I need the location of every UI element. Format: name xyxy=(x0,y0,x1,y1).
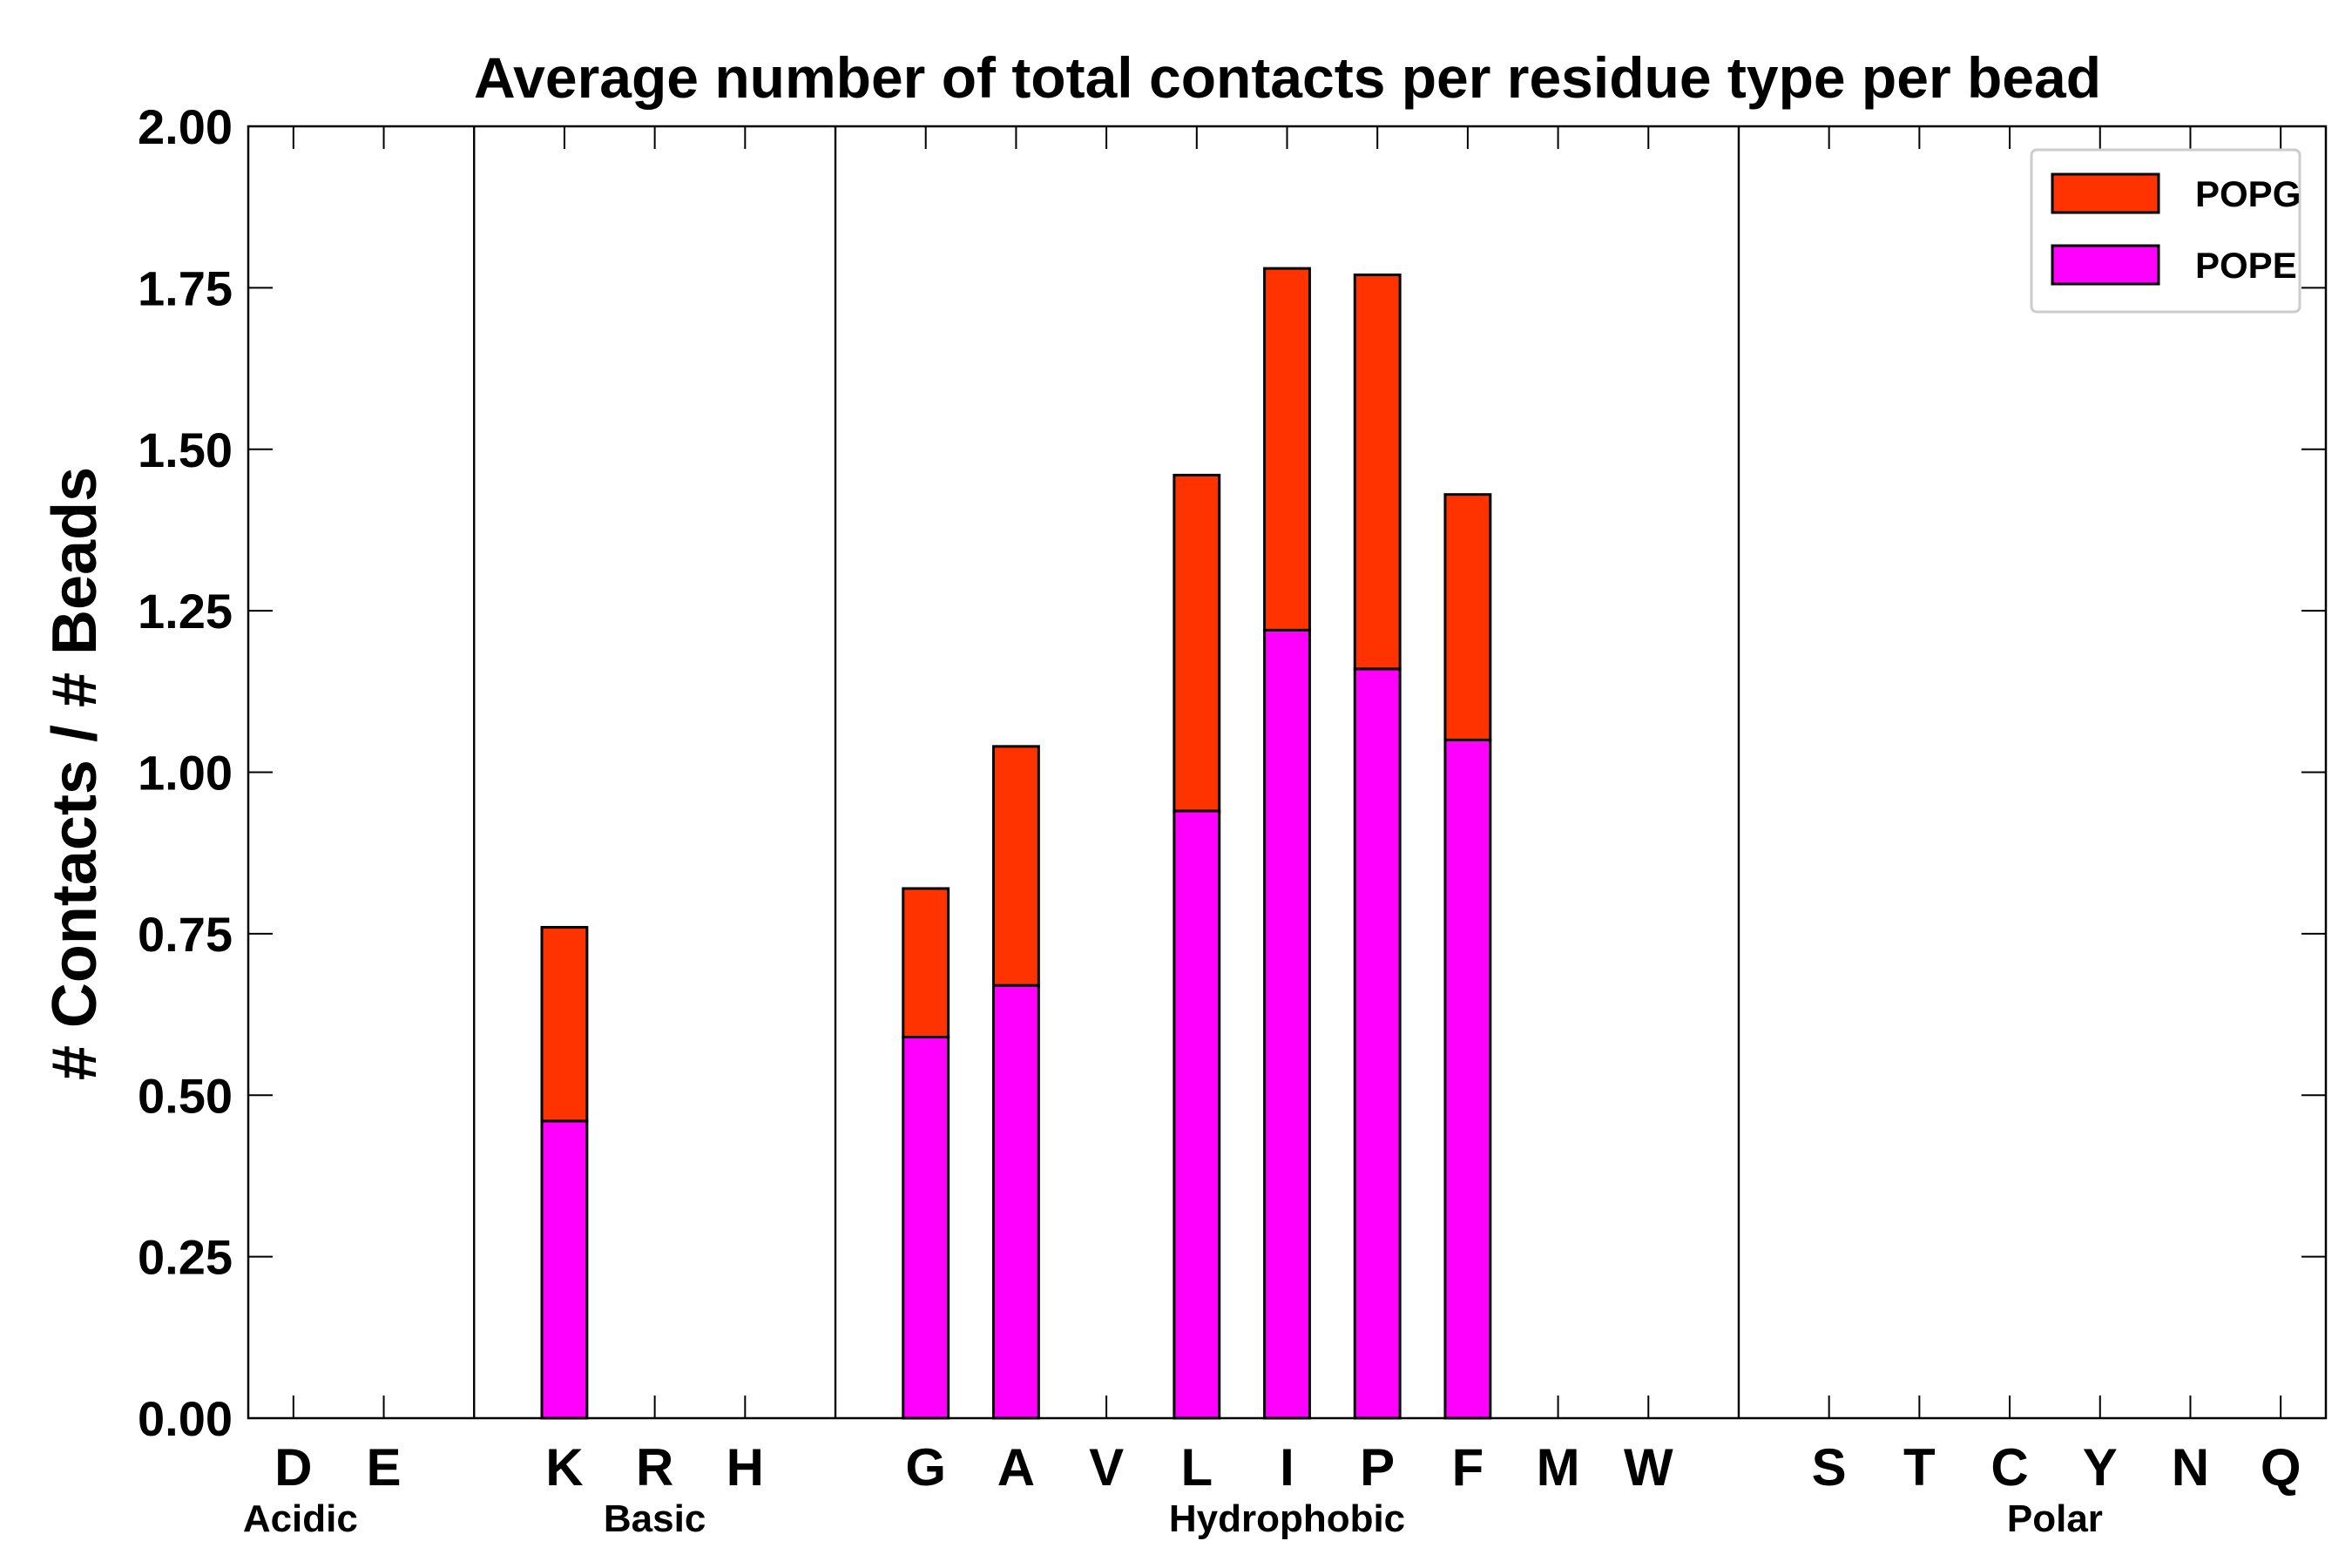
bar-pope-P xyxy=(1353,667,1402,1420)
bar-popg-P xyxy=(1353,274,1402,671)
y-tick-label-0.75: 0.75 xyxy=(138,907,233,962)
x-tick-label-W: W xyxy=(1624,1438,1673,1497)
bar-pope-K xyxy=(540,1119,589,1420)
bar-popg-F xyxy=(1443,493,1492,741)
bar-popg-A xyxy=(991,745,1040,987)
bar-pope-L xyxy=(1173,809,1221,1420)
bar-pope-F xyxy=(1443,738,1492,1420)
y-tick-label-1.50: 1.50 xyxy=(138,422,233,477)
x-tick-label-N: N xyxy=(2172,1438,2209,1497)
y-tick-label-0.50: 0.50 xyxy=(138,1068,233,1123)
x-tick-label-S: S xyxy=(1812,1438,1847,1497)
bar-popg-K xyxy=(540,925,589,1123)
group-label-hydrophobic: Hydrophobic xyxy=(1169,1497,1405,1540)
group-label-polar: Polar xyxy=(2007,1497,2103,1540)
x-tick-label-I: I xyxy=(1280,1438,1294,1497)
legend: POPG POPE xyxy=(2030,148,2301,314)
x-tick-label-P: P xyxy=(1360,1438,1395,1497)
x-tick-label-L: L xyxy=(1180,1438,1213,1497)
legend-swatch-pope xyxy=(2051,244,2160,286)
x-tick-label-T: T xyxy=(1903,1438,1936,1497)
y-tick-label-2.00: 2.00 xyxy=(138,99,233,154)
y-tick-label-0.00: 0.00 xyxy=(138,1391,233,1446)
plot-area: 0.00 0.25 0.50 0.75 1.00 1.25 1.50 1.75 2.00 D E K R… xyxy=(138,99,2328,1540)
x-tick-label-G: G xyxy=(905,1438,946,1497)
x-tick-label-A: A xyxy=(997,1438,1035,1497)
x-tick-label-K: K xyxy=(545,1438,583,1497)
x-tick-label-D: D xyxy=(274,1438,312,1497)
y-tick-label-1.00: 1.00 xyxy=(138,746,233,801)
y-axis-label: # Contacts / # Beads xyxy=(40,467,110,1080)
bar-popg-L xyxy=(1173,473,1221,813)
plot-frame xyxy=(247,125,2328,1420)
bar-popg-G xyxy=(902,887,950,1039)
x-tick-label-R: R xyxy=(636,1438,673,1497)
x-tick-label-V: V xyxy=(1089,1438,1124,1497)
bar-pope-I xyxy=(1263,628,1311,1420)
chart-title: Average number of total contacts per res… xyxy=(474,45,2101,110)
x-tick-label-H: H xyxy=(727,1438,764,1497)
bar-pope-G xyxy=(902,1036,950,1420)
group-label-acidic: Acidic xyxy=(243,1497,358,1540)
bar-popg-I xyxy=(1263,267,1311,632)
group-label-basic: Basic xyxy=(604,1497,706,1540)
x-tick-label-M: M xyxy=(1537,1438,1580,1497)
x-tick-label-Q: Q xyxy=(2261,1438,2301,1497)
x-tick-label-E: E xyxy=(367,1438,402,1497)
y-tick-label-0.25: 0.25 xyxy=(138,1230,233,1285)
y-tick-label-1.75: 1.75 xyxy=(138,260,233,315)
legend-swatch-popg xyxy=(2051,172,2160,214)
x-tick-label-Y: Y xyxy=(2083,1438,2118,1497)
legend-label-popg: POPG xyxy=(2195,173,2301,214)
y-tick-label-1.25: 1.25 xyxy=(138,584,233,639)
x-tick-label-C: C xyxy=(1990,1438,2028,1497)
legend-label-pope: POPE xyxy=(2195,245,2297,286)
bar-pope-A xyxy=(991,983,1040,1420)
x-tick-label-F: F xyxy=(1452,1438,1484,1497)
